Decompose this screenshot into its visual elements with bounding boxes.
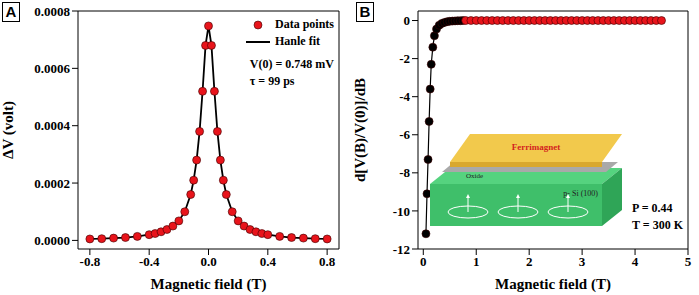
html-text:τ = 99 ps: τ = 99 ps (249, 74, 295, 88)
svg-text:-10: -10 (393, 204, 410, 219)
svg-text:0.0008: 0.0008 (34, 4, 70, 19)
svg-text:0.0000: 0.0000 (34, 233, 70, 248)
svg-text:5: 5 (685, 254, 692, 269)
svg-text:-0.4: -0.4 (139, 254, 160, 269)
svg-text:1: 1 (473, 254, 480, 269)
svg-text:d[V(B)/V(0)]/dB: d[V(B)/V(0)]/dB (352, 78, 369, 182)
html-text:Hanle fit: Hanle fit (275, 34, 320, 48)
svg-text:Oxide: Oxide (466, 172, 483, 180)
svg-text:-4: -4 (399, 89, 410, 104)
html-text:A: A (5, 3, 17, 20)
html-text:P = 0.44: P = 0.44 (632, 201, 673, 215)
html-text:T = 300 K: T = 300 K (632, 218, 683, 232)
svg-text:Magnetic field (T): Magnetic field (T) (495, 276, 611, 293)
svg-text:Magnetic field (T): Magnetic field (T) (151, 276, 267, 293)
svg-text:4: 4 (632, 254, 639, 269)
html-text:B: B (359, 3, 371, 20)
svg-text:2: 2 (526, 254, 533, 269)
html-text:V(0) = 0.748 mV: V(0) = 0.748 mV (249, 57, 334, 71)
svg-text:0.0: 0.0 (200, 254, 216, 269)
svg-text:0: 0 (420, 254, 427, 269)
svg-text:0.0004: 0.0004 (34, 118, 70, 133)
svg-text:0: 0 (404, 13, 411, 28)
svg-text:3: 3 (579, 254, 586, 269)
svg-text:ΔV (volt): ΔV (volt) (0, 101, 17, 159)
svg-text:0.0002: 0.0002 (34, 176, 70, 191)
svg-text:p- Si (100): p- Si (100) (563, 189, 598, 198)
svg-text:-6: -6 (399, 127, 410, 142)
svg-text:0.0006: 0.0006 (34, 61, 70, 76)
svg-text:-2: -2 (399, 51, 410, 66)
svg-text:-8: -8 (399, 165, 410, 180)
html-text:Data points: Data points (275, 17, 334, 31)
svg-text:-0.8: -0.8 (80, 254, 101, 269)
svg-text:0.4: 0.4 (260, 254, 277, 269)
svg-text:-12: -12 (393, 242, 410, 257)
svg-text:0.8: 0.8 (319, 254, 336, 269)
svg-text:Ferrimagnet: Ferrimagnet (512, 142, 560, 152)
